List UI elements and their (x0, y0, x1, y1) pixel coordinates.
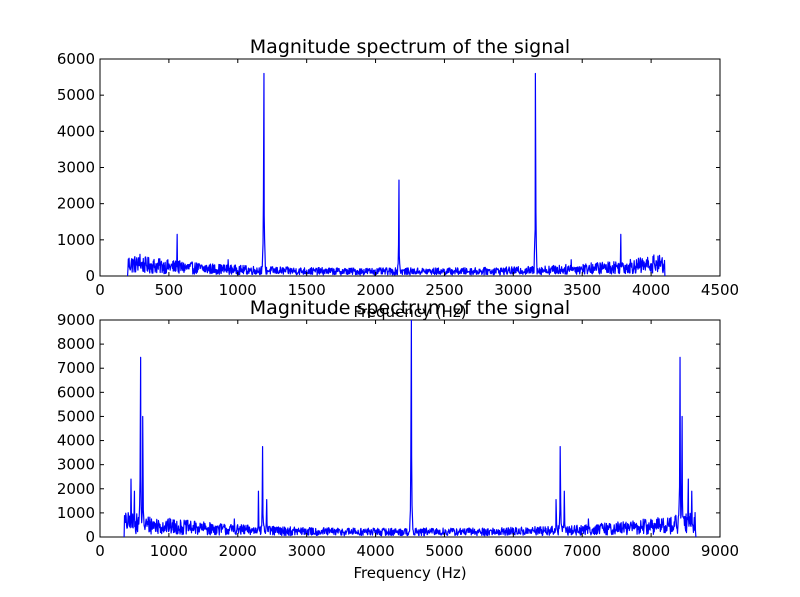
y-tick-label: 5000 (57, 407, 95, 425)
chart-2: 0 1000 2000 3000 4000 5000 6000 7000 8000 9000 0 10… (57, 297, 739, 582)
x-tick-label: 4000 (356, 542, 394, 560)
y-tick-label: 6000 (57, 383, 95, 401)
y-tick-label: 1000 (57, 231, 95, 249)
x-tick-label: 7000 (563, 542, 601, 560)
y-tick-label: 4000 (57, 122, 95, 140)
x-tick-label: 1000 (219, 281, 257, 299)
x-axis-label: Frequency (Hz) (353, 303, 466, 321)
x-tick-label: 9000 (701, 542, 739, 560)
spectrum-series-line (123, 320, 697, 537)
y-tick-label: 2000 (57, 480, 95, 498)
y-tick-label: 1000 (57, 504, 95, 522)
spectrum-series-line (126, 72, 666, 276)
y-tick-label: 2000 (57, 195, 95, 213)
plot-area (99, 58, 721, 277)
x-tick-label: 2500 (425, 281, 463, 299)
x-tick-label: 4500 (701, 281, 739, 299)
x-tick-label: 3000 (494, 281, 532, 299)
x-tick-label: 2000 (219, 542, 257, 560)
y-tick-label: 3000 (57, 456, 95, 474)
x-axis-label: Frequency (Hz) (353, 564, 466, 582)
y-tick-label: 0 (85, 528, 95, 546)
x-tick-label: 5000 (425, 542, 463, 560)
chart-title: Magnitude spectrum of the signal (250, 36, 570, 58)
x-tick-label: 8000 (632, 542, 670, 560)
x-tick-label: 3500 (563, 281, 601, 299)
x-tick-label: 0 (95, 542, 105, 560)
y-tick-label: 4000 (57, 432, 95, 450)
x-tick-label: 1000 (150, 542, 188, 560)
y-tick-label: 5000 (57, 86, 95, 104)
y-tick-label: 6000 (57, 50, 95, 68)
x-tick-label: 1500 (288, 281, 326, 299)
x-tick-label: 2000 (356, 281, 394, 299)
x-tick-label: 3000 (288, 542, 326, 560)
y-tick-label: 0 (85, 267, 95, 285)
x-tick-label: 6000 (494, 542, 532, 560)
x-tick-label: 4000 (632, 281, 670, 299)
y-tick-label: 9000 (57, 311, 95, 329)
x-tick-label: 0 (95, 281, 105, 299)
chart-title: Magnitude spectrum of the signal (250, 297, 570, 319)
y-tick-label: 3000 (57, 159, 95, 177)
chart-1: 0 500 1000 1500 2000 2500 3000 3500 4000 4500 0 100… (57, 36, 739, 321)
x-tick-label: 500 (155, 281, 184, 299)
y-tick-label: 7000 (57, 359, 95, 377)
y-tick-label: 8000 (57, 335, 95, 353)
